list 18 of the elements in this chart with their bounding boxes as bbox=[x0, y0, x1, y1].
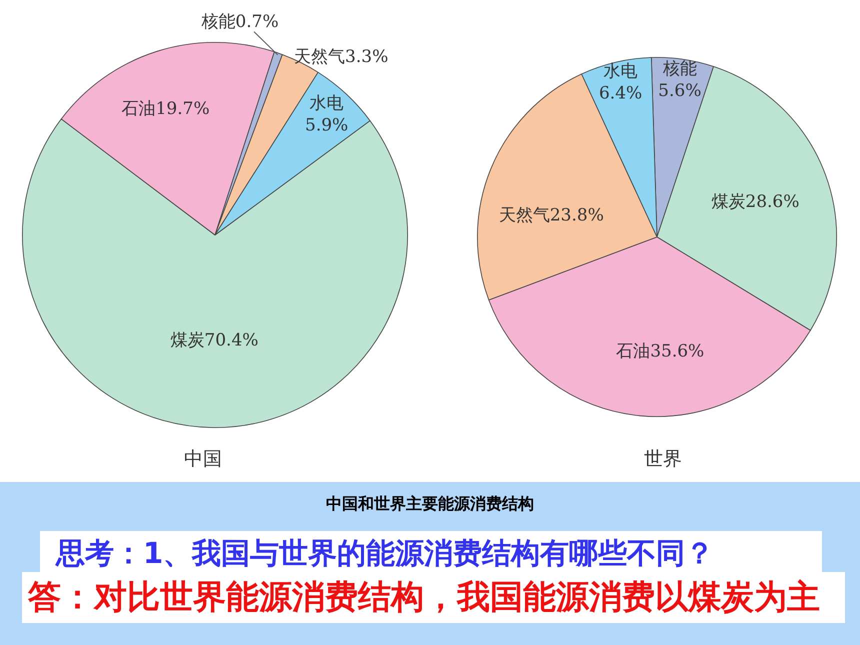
data-label: 5.6% bbox=[658, 81, 702, 102]
slice-label: 水电 bbox=[604, 62, 638, 82]
slice-label: 石油35.6% bbox=[616, 341, 704, 362]
slice-label: 天然气3.3% bbox=[294, 47, 388, 68]
slice-label: 水电 bbox=[310, 94, 344, 114]
data-label: 5.9% bbox=[305, 116, 348, 136]
text: 思考：1、我国与世界的能源消费结构有哪些不同？ bbox=[40, 531, 822, 577]
text: 中国和世界主要能源消费结构 bbox=[325, 494, 535, 515]
slice-label: 核能 bbox=[662, 59, 697, 80]
slice-label: 核能0.7% bbox=[200, 12, 279, 32]
slice-label: 煤炭70.4% bbox=[170, 330, 258, 350]
text: 世界 bbox=[643, 447, 683, 472]
text: 答：对比世界能源消费结构，我国能源消费以煤炭为主 bbox=[22, 572, 845, 623]
slice-label: 天然气23.8% bbox=[498, 205, 604, 226]
text: 中国 bbox=[183, 447, 223, 472]
data-label: 6.4% bbox=[598, 84, 642, 104]
slice-label: 石油19.7% bbox=[122, 98, 210, 119]
slice-label: 煤炭28.6% bbox=[711, 192, 800, 212]
